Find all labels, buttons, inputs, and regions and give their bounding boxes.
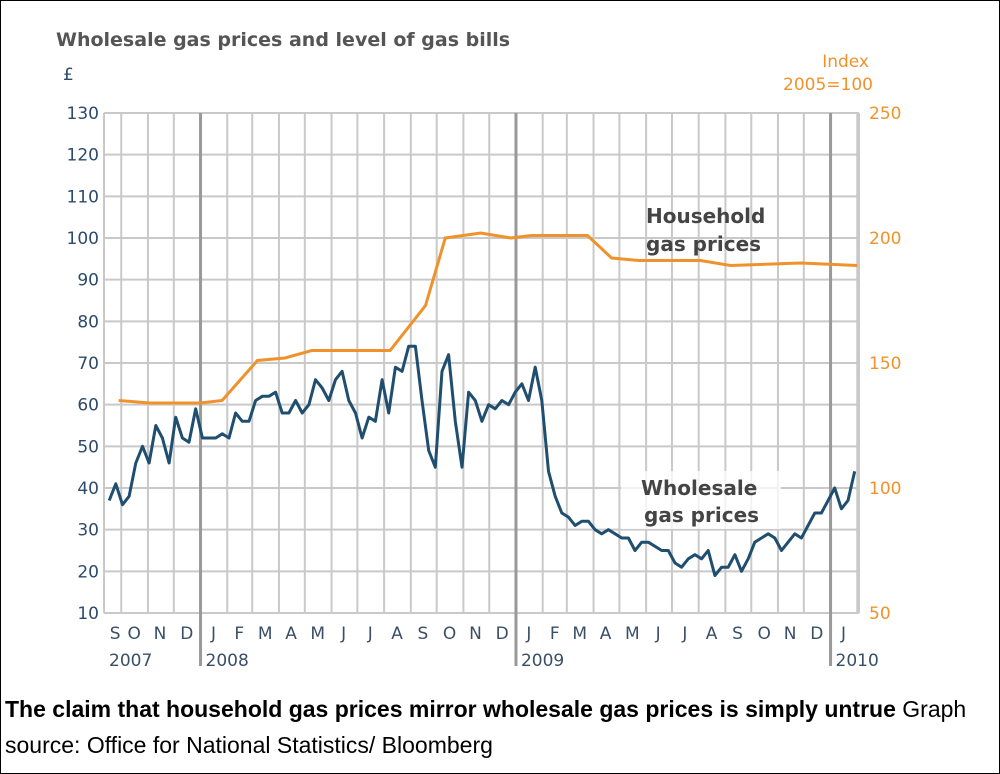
month-tick-label: J	[367, 624, 373, 644]
month-tick-label: J	[525, 624, 531, 644]
left-tick-label: 90	[77, 271, 99, 291]
left-tick-label: 100	[67, 229, 99, 249]
right-tick-label: 200	[869, 229, 901, 249]
month-tick-label: O	[757, 624, 770, 644]
month-tick-label: D	[810, 624, 823, 644]
right-axis-label-line1: Index	[822, 52, 869, 72]
caption-headline: The claim that household gas prices mirr…	[5, 696, 896, 722]
month-tick-label: O	[127, 624, 140, 644]
month-tick-label: N	[469, 624, 482, 644]
month-tick-label: F	[234, 624, 244, 644]
month-tick-label: A	[285, 624, 297, 644]
right-axis-label-line2: 2005=100	[783, 75, 873, 95]
left-tick-label: 20	[77, 562, 99, 582]
month-tick-label: M	[258, 624, 273, 644]
month-tick-label: N	[784, 624, 797, 644]
wholesale-annotation-line1: Wholesale	[641, 476, 757, 500]
chart: Wholesale gas prices and level of gas bi…	[56, 29, 902, 671]
month-tick-label: J	[681, 624, 687, 644]
caption-source: Graph source: Office for National Statis…	[5, 696, 967, 758]
month-tick-label: M	[310, 624, 325, 644]
household-annotation-line1: Household	[646, 204, 765, 228]
month-tick-label: J	[340, 624, 346, 644]
month-tick-label: S	[417, 624, 428, 644]
month-tick-label: S	[732, 624, 743, 644]
left-tick-label: 120	[67, 146, 99, 166]
caption: The claim that household gas prices mirr…	[5, 691, 985, 763]
month-tick-label: J	[840, 624, 846, 644]
year-tick-label: 2010	[836, 651, 879, 671]
month-tick-label: O	[443, 624, 456, 644]
right-tick-label: 150	[869, 354, 901, 374]
month-tick-label: D	[496, 624, 509, 644]
left-tick-label: 110	[67, 187, 99, 207]
year-tick-label: 2007	[109, 651, 152, 671]
left-tick-label: 10	[77, 604, 99, 624]
axis-ticks: 1301201101009080706050403020102502001501…	[67, 104, 902, 671]
left-tick-label: 130	[67, 104, 99, 124]
wholesale-annotation-line2: gas prices	[644, 503, 759, 527]
left-axis-label: £	[63, 65, 74, 85]
left-tick-label: 40	[77, 479, 99, 499]
month-tick-label: A	[600, 624, 612, 644]
household-annotation-line2: gas prices	[646, 232, 761, 256]
right-tick-label: 100	[869, 479, 901, 499]
month-tick-label: A	[391, 624, 403, 644]
year-tick-label: 2008	[206, 651, 249, 671]
month-tick-label: J	[655, 624, 661, 644]
left-tick-label: 70	[77, 354, 99, 374]
left-tick-label: 50	[77, 437, 99, 457]
left-tick-label: 80	[77, 312, 99, 332]
chart-title: Wholesale gas prices and level of gas bi…	[56, 29, 510, 51]
month-tick-label: D	[180, 624, 193, 644]
grid	[103, 112, 860, 666]
year-tick-label: 2009	[521, 651, 564, 671]
wholesale-gas-prices-line	[107, 344, 857, 577]
annotation-backdrop	[621, 471, 781, 529]
month-tick-label: A	[706, 624, 718, 644]
household-gas-prices-line	[118, 231, 858, 405]
month-tick-label: S	[110, 624, 121, 644]
right-tick-label: 50	[869, 604, 891, 624]
right-tick-label: 250	[869, 104, 901, 124]
month-tick-label: J	[210, 624, 216, 644]
month-tick-label: M	[625, 624, 640, 644]
month-tick-label: M	[572, 624, 587, 644]
month-tick-label: N	[154, 624, 167, 644]
left-tick-label: 30	[77, 521, 99, 541]
left-tick-label: 60	[77, 396, 99, 416]
month-tick-label: F	[550, 624, 560, 644]
